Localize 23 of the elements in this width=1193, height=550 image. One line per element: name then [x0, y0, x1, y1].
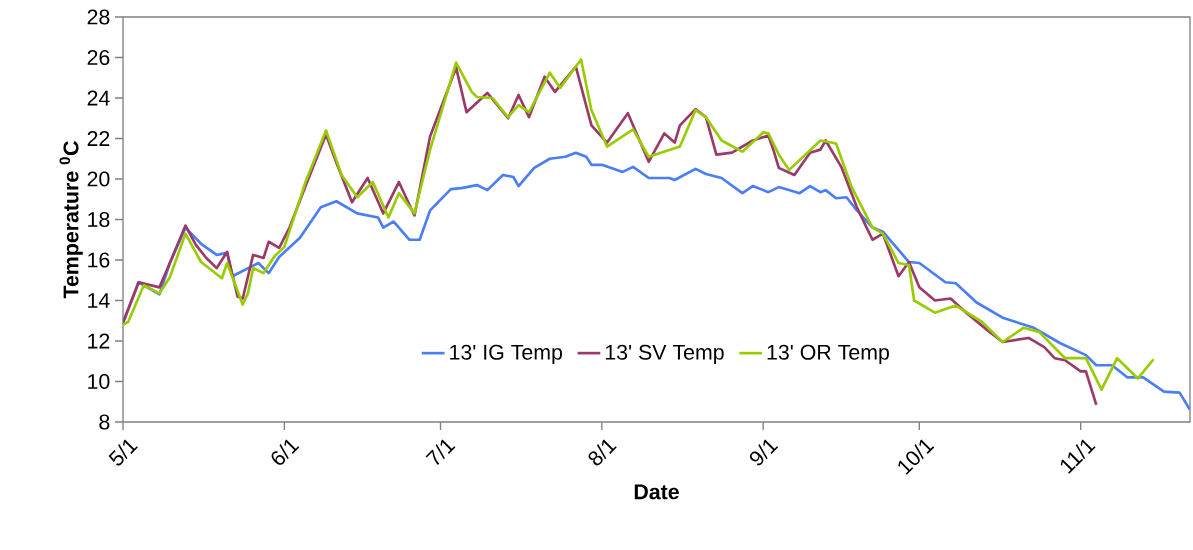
x-tick-label: 10/1	[898, 439, 935, 475]
x-tick-label: 8/1	[588, 439, 617, 466]
x-tick-label: 11/1	[1060, 439, 1096, 474]
y-tick-label: 28	[87, 9, 110, 25]
y-tick-label: 14	[88, 293, 110, 308]
y-tick-label: 22	[87, 131, 110, 146]
y-tick-label: 8	[99, 414, 110, 430]
y-tick-label: 26	[87, 49, 110, 66]
y-tick-label: 24	[87, 90, 110, 106]
y-tick-label: 16	[88, 252, 110, 268]
x-tick-label: 6/1	[271, 439, 300, 465]
x-tick-label: 5/1	[108, 439, 138, 466]
y-tick-label: 20	[87, 171, 110, 187]
y-tick-label: 12	[88, 333, 110, 349]
legend-label: 13' IG Temp	[450, 344, 563, 365]
x-tick-label: 7/1	[425, 439, 456, 465]
legend-label: 13' OR Temp	[767, 344, 889, 365]
y-tick-label: 10	[88, 373, 110, 390]
y-tick-label: 18	[88, 211, 110, 228]
y-axis-title: Temperature $^{0}$C	[59, 141, 83, 299]
x-axis-title: Date	[634, 484, 679, 500]
x-tick-label: 9/1	[749, 439, 779, 466]
legend-label: 13' SV Temp	[605, 344, 724, 365]
